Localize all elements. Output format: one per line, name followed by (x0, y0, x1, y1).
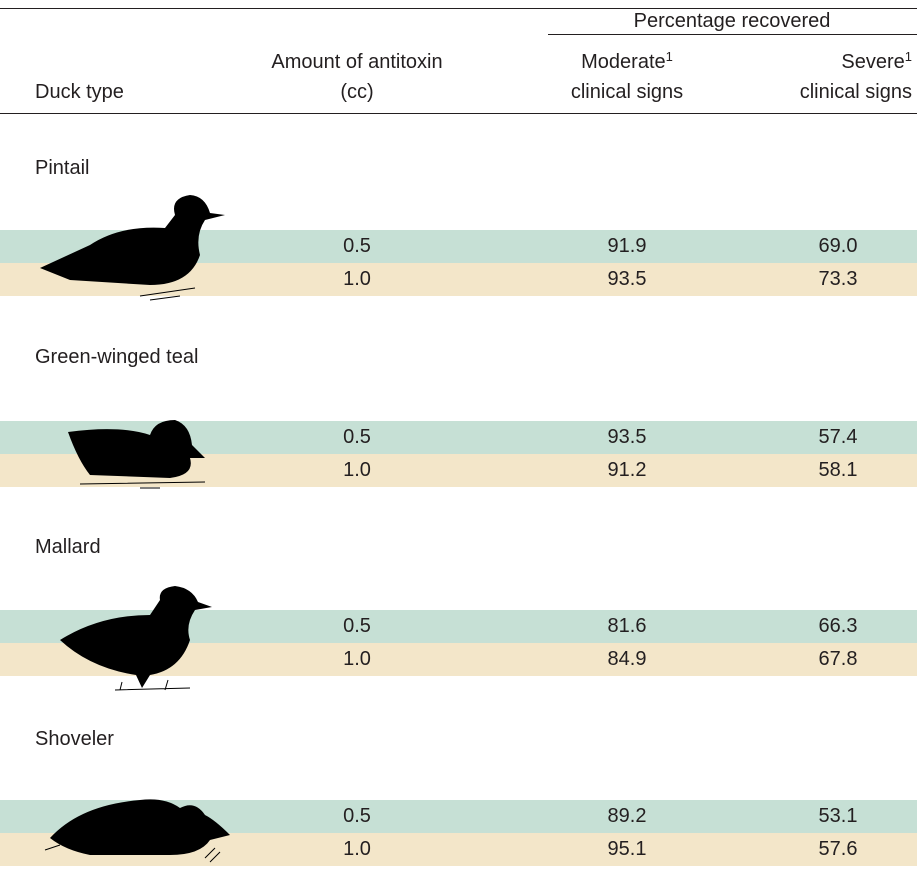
group-label: Pintail (35, 157, 90, 179)
footnote-marker: 1 (665, 49, 673, 64)
cell: 57.6 (818, 838, 858, 860)
cell: 67.8 (818, 648, 858, 670)
water-line (44, 844, 221, 863)
cell: 58.1 (818, 459, 858, 481)
column-header: Duck type (35, 81, 124, 103)
group-label: Mallard (35, 536, 101, 558)
cell: 57.4 (818, 426, 858, 448)
cell: 1.0 (343, 648, 371, 670)
pintail-silhouette (40, 195, 225, 285)
cell: 0.5 (343, 805, 371, 827)
group-label: Green-winged teal (35, 346, 199, 368)
cell: 1.0 (343, 268, 371, 290)
cell: 0.5 (343, 235, 371, 257)
cell: 73.3 (818, 268, 858, 290)
header-rule (0, 113, 917, 114)
column-header: Amount of antitoxin (271, 51, 443, 73)
water-line (79, 481, 206, 489)
cell: 66.3 (818, 615, 858, 637)
cell: 1.0 (343, 838, 371, 860)
cell: 91.2 (607, 459, 647, 481)
cell: 0.5 (343, 615, 371, 637)
cell: 53.1 (818, 805, 858, 827)
group-label: Shoveler (35, 728, 114, 750)
cell: 95.1 (607, 838, 647, 860)
cell: 0.5 (343, 426, 371, 448)
water-line (139, 287, 196, 301)
footnote-marker: 1 (904, 49, 912, 64)
column-header: clinical signs (570, 81, 684, 103)
mallard-silhouette (60, 586, 212, 688)
cell: 1.0 (343, 459, 371, 481)
cell: 89.2 (607, 805, 647, 827)
top-rule (0, 8, 917, 9)
column-header: Severe1 (841, 49, 912, 74)
group-title: Percentage recovered (633, 10, 831, 32)
teal-silhouette (68, 420, 205, 478)
column-header: (cc) (340, 81, 374, 103)
cell: 69.0 (818, 235, 858, 257)
cell: 84.9 (607, 648, 647, 670)
grass-line (114, 679, 191, 691)
column-header: Moderate1 (581, 49, 673, 74)
cell: 93.5 (607, 426, 647, 448)
column-header: clinical signs (799, 81, 912, 103)
cell: 81.6 (607, 615, 647, 637)
group-rule (548, 34, 917, 35)
shoveler-silhouette (50, 799, 230, 855)
cell: 93.5 (607, 268, 647, 290)
cell: 91.9 (607, 235, 647, 257)
